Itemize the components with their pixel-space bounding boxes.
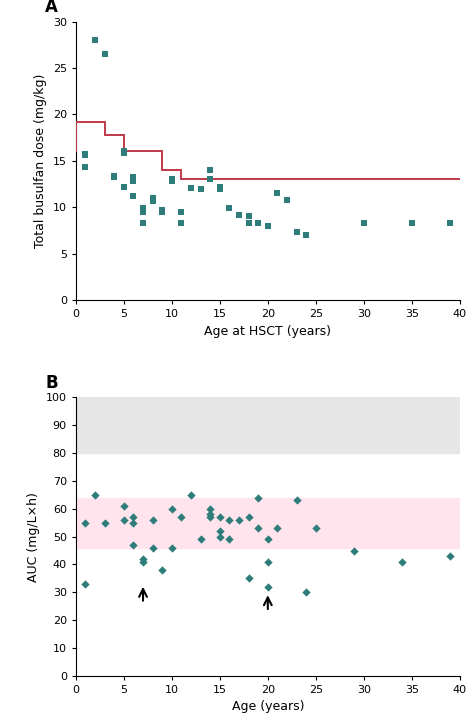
Point [216, 511, 224, 523]
Point [101, 48, 109, 60]
Point [206, 173, 214, 185]
X-axis label: Age (years): Age (years) [232, 700, 304, 713]
Point [149, 192, 156, 203]
Point [110, 170, 118, 181]
Point [245, 511, 252, 523]
Point [110, 171, 118, 183]
Bar [76, 398, 460, 453]
Point [245, 211, 252, 222]
Point [206, 508, 214, 520]
Point [149, 514, 156, 526]
Point [206, 511, 214, 523]
Point [168, 542, 175, 554]
Point [129, 173, 137, 185]
Point [226, 202, 233, 214]
Point [168, 503, 175, 515]
Point [226, 533, 233, 545]
Point [226, 514, 233, 526]
Text: B: B [45, 374, 58, 392]
Point [178, 511, 185, 523]
Point [273, 188, 281, 199]
Point [101, 517, 109, 528]
Point [149, 195, 156, 206]
Point [350, 545, 358, 557]
Point [206, 503, 214, 515]
Point [216, 526, 224, 537]
Point [245, 217, 252, 229]
Point [235, 209, 243, 220]
Point [91, 489, 99, 500]
Point [120, 500, 128, 512]
Point [149, 194, 156, 206]
Point [139, 553, 147, 564]
Point [273, 523, 281, 534]
Point [82, 149, 89, 160]
Point [82, 162, 89, 173]
Point [312, 523, 319, 534]
Point [158, 204, 166, 216]
Point [187, 182, 195, 193]
Point [187, 489, 195, 500]
Point [302, 587, 310, 598]
Point [120, 181, 128, 193]
Point [255, 492, 262, 503]
Point [91, 35, 99, 46]
Point [82, 150, 89, 161]
Point [82, 517, 89, 528]
Point [129, 511, 137, 523]
Point [235, 514, 243, 526]
X-axis label: Age at HSCT (years): Age at HSCT (years) [204, 324, 331, 338]
Point [129, 539, 137, 551]
Point [178, 217, 185, 229]
Point [255, 217, 262, 229]
Point [293, 495, 301, 506]
Point [129, 175, 137, 187]
Point [447, 550, 454, 562]
Point [197, 183, 204, 194]
Point [139, 206, 147, 218]
Point [245, 572, 252, 584]
Point [206, 165, 214, 176]
Point [168, 173, 175, 185]
Point [302, 229, 310, 241]
Point [139, 202, 147, 214]
Point [264, 581, 272, 592]
Point [216, 183, 224, 194]
Point [120, 146, 128, 157]
Y-axis label: AUC (mg/L×h): AUC (mg/L×h) [27, 492, 40, 582]
Point [120, 147, 128, 159]
Point [360, 217, 367, 229]
Point [158, 564, 166, 576]
Bar [76, 498, 460, 548]
Point [216, 181, 224, 193]
Point [398, 556, 406, 567]
Y-axis label: Total busulfan dose (mg/kg): Total busulfan dose (mg/kg) [34, 73, 47, 248]
Point [120, 514, 128, 526]
Point [197, 533, 204, 545]
Point [264, 533, 272, 545]
Point [178, 206, 185, 218]
Point [283, 194, 291, 206]
Point [129, 171, 137, 183]
Point [139, 556, 147, 567]
Point [129, 517, 137, 528]
Point [139, 217, 147, 229]
Point [255, 523, 262, 534]
Point [293, 226, 301, 238]
Point [149, 542, 156, 554]
Point [158, 206, 166, 218]
Point [129, 191, 137, 202]
Point [264, 556, 272, 567]
Point [216, 531, 224, 542]
Text: A: A [45, 0, 58, 16]
Point [264, 220, 272, 232]
Point [82, 578, 89, 590]
Point [447, 217, 454, 229]
Point [168, 175, 175, 187]
Point [408, 217, 416, 229]
